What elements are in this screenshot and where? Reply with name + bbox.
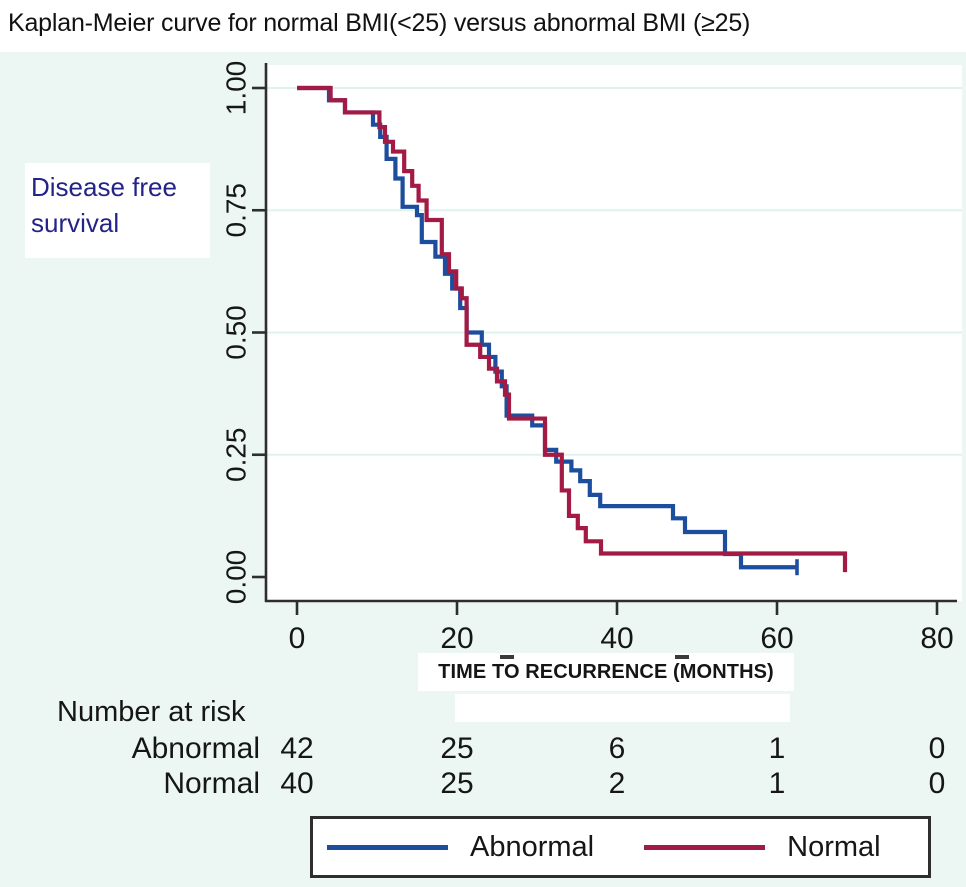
y-axis-title-line2: survival — [31, 208, 120, 238]
risk-count: 6 — [608, 732, 626, 765]
y-tick-label-0.50: 0.50 — [220, 305, 251, 360]
km-curve-normal — [297, 85, 848, 573]
figure-title-strip: Kaplan-Meier curve for normal BMI(<25) v… — [0, 0, 966, 52]
legend-label-abnormal: Abnormal — [470, 830, 595, 863]
risk-count: 1 — [768, 732, 786, 765]
x-tick-label-40: 40 — [600, 622, 633, 655]
y-tick-label-1.00: 1.00 — [220, 61, 251, 116]
legend: Abnormal Normal — [310, 816, 931, 878]
risk-table-heading: Number at risk — [57, 696, 246, 728]
y-tick-label-0.75: 0.75 — [220, 183, 251, 238]
y-tick-label-0.25: 0.25 — [220, 428, 251, 483]
risk-row-abnormal: Abnormal 42 25 6 1 0 — [0, 732, 966, 766]
risk-count: 0 — [928, 732, 946, 765]
figure-title: Kaplan-Meier curve for normal BMI(<25) v… — [8, 9, 751, 37]
covered-text-artifact — [500, 655, 514, 659]
risk-row-label: Normal — [163, 767, 260, 800]
x-tick-label-60: 60 — [760, 622, 793, 655]
x-tick-label-0: 0 — [289, 622, 306, 655]
risk-count: 0 — [928, 767, 946, 800]
km-curve-abnormal — [297, 85, 797, 570]
risk-count: 25 — [440, 767, 474, 800]
x-axis-title-box: TIME TO RECURRENCE (MONTHS) — [418, 653, 794, 691]
risk-count: 1 — [768, 767, 786, 800]
covered-text-artifact — [675, 655, 689, 659]
x-axis-title: TIME TO RECURRENCE (MONTHS) — [438, 660, 774, 683]
x-tick-label-20: 20 — [440, 622, 473, 655]
risk-count: 2 — [608, 767, 626, 800]
risk-count: 42 — [280, 732, 314, 765]
risk-row-label: Abnormal — [131, 732, 260, 765]
y-axis-title-box: Disease free survival — [25, 163, 210, 258]
risk-table-patch — [455, 694, 790, 722]
legend-line-abnormal — [327, 844, 448, 850]
risk-count: 40 — [280, 767, 314, 800]
risk-row-normal: Normal 40 25 2 1 0 — [0, 767, 966, 801]
y-tick-label-0.00: 0.00 — [220, 550, 251, 605]
y-axis-title-line1: Disease free — [31, 172, 177, 202]
x-tick-label-80: 80 — [920, 622, 953, 655]
legend-line-normal — [644, 844, 766, 850]
legend-label-normal: Normal — [787, 830, 881, 863]
risk-count: 25 — [440, 732, 474, 765]
